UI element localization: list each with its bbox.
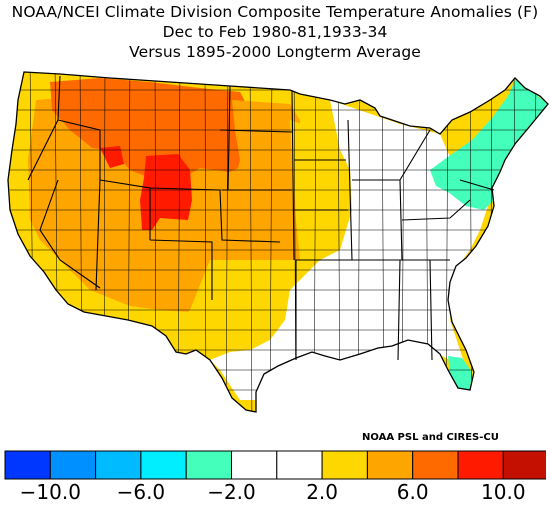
- region-northern-rockies: [50, 78, 255, 180]
- map-baseline: Versus 1895-2000 Longterm Average: [129, 43, 421, 61]
- color-bin-12: [502, 450, 546, 480]
- color-bin-6: [231, 450, 278, 480]
- region-south-florida: [448, 356, 472, 390]
- credit-label: NOAA PSL and CIRES-CU: [362, 432, 499, 443]
- tick-label-6: 10.0: [481, 480, 526, 504]
- map-fill-layer: [8, 72, 548, 412]
- color-bin-9: [366, 450, 414, 480]
- color-bin-11: [457, 450, 504, 480]
- color-bin-3: [95, 450, 142, 480]
- tick-label-2: −6.0: [116, 480, 166, 504]
- color-bin-7: [276, 450, 323, 480]
- color-bin-4: [140, 450, 187, 480]
- color-bin-5: [185, 450, 232, 480]
- tick-label-4: 2.0: [306, 480, 338, 504]
- region-northeast: [430, 78, 548, 210]
- color-bin-8: [321, 450, 368, 480]
- map-period: Dec to Feb 1980-81,1933-34: [162, 23, 388, 41]
- color-bin-10: [412, 450, 459, 480]
- map-title-block: NOAA/NCEI Climate Division Composite Tem…: [0, 2, 550, 62]
- color-scale-bar: [4, 450, 546, 480]
- tick-label-5: 6.0: [396, 480, 429, 504]
- map-title: NOAA/NCEI Climate Division Composite Tem…: [11, 3, 539, 21]
- color-bin-1: [4, 450, 51, 480]
- color-bin-2: [49, 450, 97, 480]
- region-central-rockies: [100, 146, 192, 230]
- tick-label-3: −2.0: [207, 480, 256, 504]
- us-climate-division-map: [7, 71, 549, 413]
- tick-label-1: −10.0: [19, 480, 81, 504]
- region-southern-tier: [170, 260, 320, 352]
- state-borders: [27, 75, 495, 361]
- region-great-plains: [220, 100, 300, 265]
